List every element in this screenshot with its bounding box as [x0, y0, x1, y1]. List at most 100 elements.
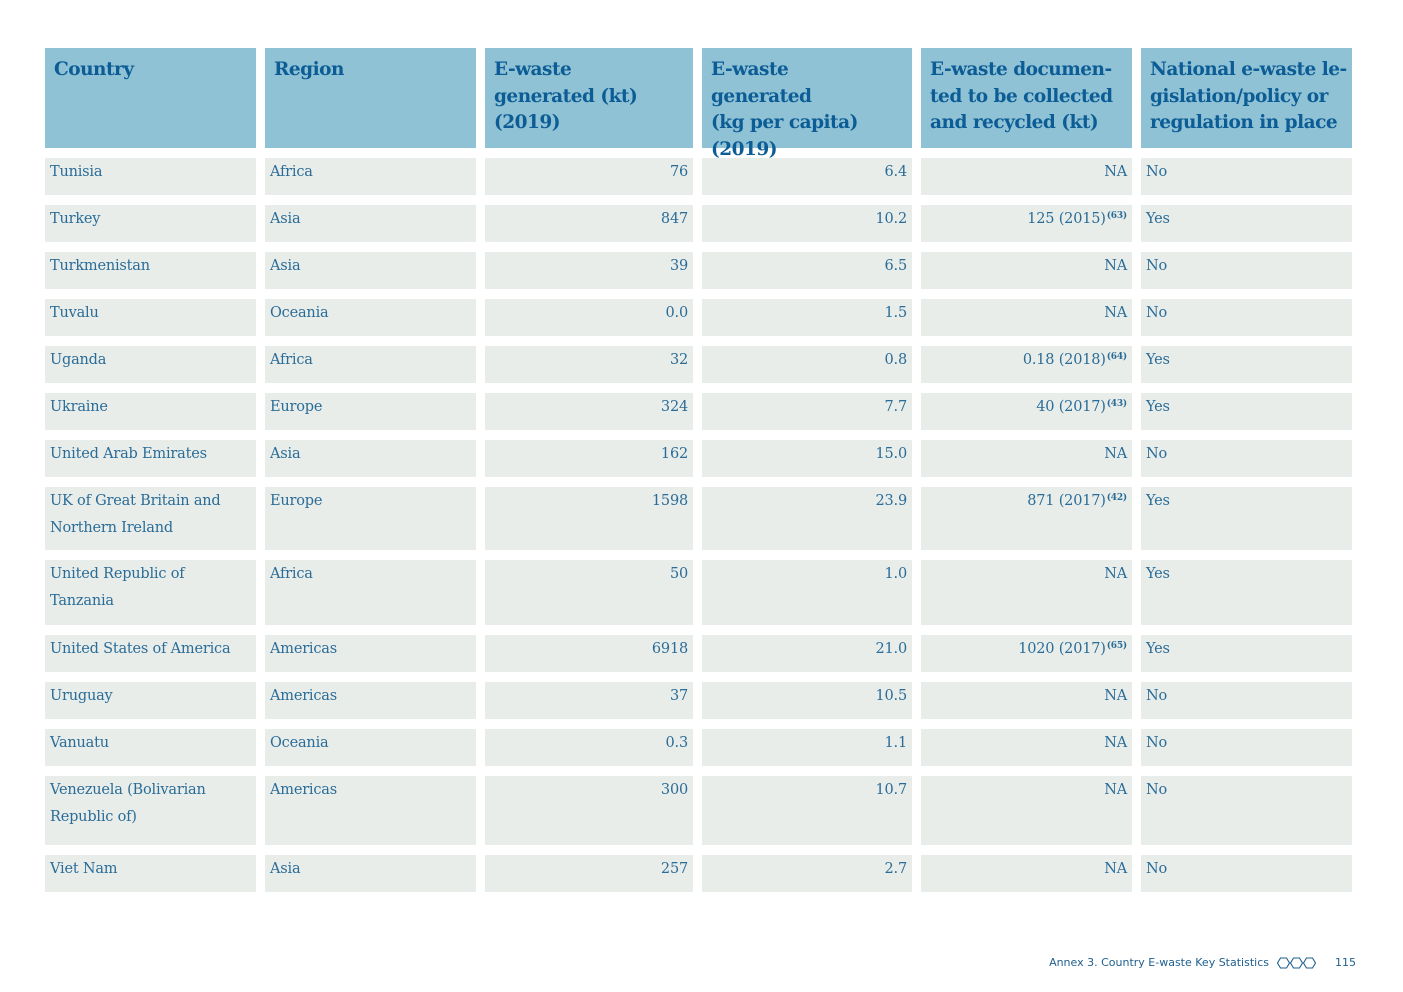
cell-ewaste-per-capita-value: 15.0: [875, 446, 908, 462]
cell-ewaste-kt-value: 847: [660, 211, 688, 227]
cell-region: Americas: [265, 635, 476, 672]
column-header-region: Region: [265, 48, 476, 148]
cell-ewaste-kt: 257: [485, 855, 693, 892]
cell-country-value: Turkmenistan: [50, 258, 150, 274]
cell-ewaste-per-capita: 1.0: [702, 560, 912, 625]
cell-collected-recycled-value: 125 (2015): [1027, 211, 1106, 227]
cell-ewaste-kt-value: 0.0: [665, 305, 689, 321]
cell-country-value: Venezuela (Bolivarian Republic of): [50, 782, 206, 825]
cell-ewaste-kt: 1598: [485, 487, 693, 550]
cell-legislation-value: No: [1146, 305, 1168, 321]
cell-ewaste-per-capita: 10.7: [702, 776, 912, 845]
cell-region: Asia: [265, 855, 476, 892]
cell-collected-recycled: NA: [921, 729, 1132, 766]
cell-region-value: Asia: [270, 258, 301, 274]
cell-country: UK of Great Britain and Northern Ireland: [45, 487, 256, 550]
cell-ewaste-per-capita: 7.7: [702, 393, 912, 430]
cell-legislation: No: [1141, 729, 1352, 766]
cell-ewaste-per-capita-value: 6.4: [884, 164, 908, 180]
cell-collected-recycled-value: 0.18 (2018): [1022, 352, 1106, 368]
cell-region-value: Europe: [270, 493, 323, 509]
reference-superscript: (42): [1106, 493, 1127, 503]
cell-country: United Republic of Tanzania: [45, 560, 256, 625]
cell-country: Uganda: [45, 346, 256, 383]
column-header-legislation: National e-waste le- gislation/policy or…: [1141, 48, 1352, 148]
cell-collected-recycled: NA: [921, 776, 1132, 845]
cell-legislation: Yes: [1141, 487, 1352, 550]
footer-section-title: Annex 3. Country E-waste Key Statistics: [1049, 956, 1269, 969]
column-header-ewaste-per-capita: E-waste generated (kg per capita) (2019): [702, 48, 912, 160]
cell-ewaste-kt: 0.0: [485, 299, 693, 336]
cell-collected-recycled: 125 (2015)(63): [921, 205, 1132, 242]
cell-legislation: Yes: [1141, 635, 1352, 672]
cell-region-value: Africa: [270, 352, 313, 368]
cell-region: Europe: [265, 487, 476, 550]
reference-superscript: (65): [1106, 641, 1127, 651]
cell-collected-recycled: 0.18 (2018)(64): [921, 346, 1132, 383]
cell-ewaste-per-capita-value: 1.1: [884, 735, 908, 751]
cell-ewaste-per-capita: 0.8: [702, 346, 912, 383]
cell-region: Europe: [265, 393, 476, 430]
cell-country-value: Vanuatu: [50, 735, 109, 751]
cell-collected-recycled: 40 (2017)(43): [921, 393, 1132, 430]
cell-region: Africa: [265, 560, 476, 625]
cell-legislation: Yes: [1141, 560, 1352, 625]
cell-legislation-value: No: [1146, 688, 1168, 704]
cell-legislation-value: Yes: [1146, 399, 1170, 415]
cell-ewaste-kt: 37: [485, 682, 693, 719]
cell-legislation-value: No: [1146, 861, 1168, 877]
cell-collected-recycled: NA: [921, 158, 1132, 195]
cell-country: Tunisia: [45, 158, 256, 195]
cell-ewaste-kt: 6918: [485, 635, 693, 672]
cell-region-value: Asia: [270, 446, 301, 462]
cell-ewaste-kt: 50: [485, 560, 693, 625]
cell-country: Uruguay: [45, 682, 256, 719]
column-header-collected-recycled: E-waste documen- ted to be collected and…: [921, 48, 1132, 148]
cell-country-value: Uganda: [50, 352, 107, 368]
cell-region: Asia: [265, 440, 476, 477]
cell-country-value: Tuvalu: [50, 305, 99, 321]
cell-ewaste-per-capita-value: 0.8: [884, 352, 908, 368]
cell-legislation: Yes: [1141, 393, 1352, 430]
cell-ewaste-kt-value: 1598: [651, 493, 688, 509]
reference-superscript: (64): [1106, 352, 1127, 362]
cell-ewaste-kt: 32: [485, 346, 693, 383]
cell-legislation-value: No: [1146, 782, 1168, 798]
cell-ewaste-kt-value: 0.3: [665, 735, 689, 751]
cell-country-value: Uruguay: [50, 688, 113, 704]
cell-ewaste-kt: 76: [485, 158, 693, 195]
cell-legislation: No: [1141, 440, 1352, 477]
cell-legislation-value: Yes: [1146, 493, 1170, 509]
cell-region: Oceania: [265, 729, 476, 766]
cell-region: Americas: [265, 776, 476, 845]
cell-collected-recycled-value: NA: [1104, 782, 1127, 798]
cell-ewaste-per-capita: 6.4: [702, 158, 912, 195]
cell-ewaste-per-capita-value: 1.0: [884, 566, 908, 582]
cell-collected-recycled-value: NA: [1104, 861, 1127, 877]
cell-ewaste-per-capita-value: 6.5: [884, 258, 908, 274]
cell-collected-recycled: NA: [921, 440, 1132, 477]
cell-country: United Arab Emirates: [45, 440, 256, 477]
cell-ewaste-kt-value: 76: [669, 164, 688, 180]
cell-country: Turkey: [45, 205, 256, 242]
cell-ewaste-per-capita-value: 7.7: [884, 399, 908, 415]
cell-collected-recycled-value: 40 (2017): [1036, 399, 1106, 415]
cell-ewaste-per-capita-value: 2.7: [884, 861, 908, 877]
cell-ewaste-kt-value: 39: [669, 258, 688, 274]
cell-region: Oceania: [265, 299, 476, 336]
cell-ewaste-per-capita: 1.1: [702, 729, 912, 766]
cell-legislation: Yes: [1141, 346, 1352, 383]
cell-country-value: Turkey: [50, 211, 101, 227]
cell-collected-recycled-value: 1020 (2017): [1018, 641, 1106, 657]
cell-ewaste-kt-value: 162: [660, 446, 688, 462]
cell-legislation-value: No: [1146, 258, 1168, 274]
cell-ewaste-per-capita-value: 10.7: [875, 782, 908, 798]
cell-region-value: Africa: [270, 164, 313, 180]
page-footer: Annex 3. Country E-waste Key Statistics …: [1049, 956, 1356, 969]
cell-collected-recycled-value: NA: [1104, 688, 1127, 704]
cell-collected-recycled-value: NA: [1104, 446, 1127, 462]
cell-collected-recycled: NA: [921, 682, 1132, 719]
cell-collected-recycled-value: NA: [1104, 258, 1127, 274]
cell-country: Venezuela (Bolivarian Republic of): [45, 776, 256, 845]
cell-collected-recycled: 1020 (2017)(65): [921, 635, 1132, 672]
